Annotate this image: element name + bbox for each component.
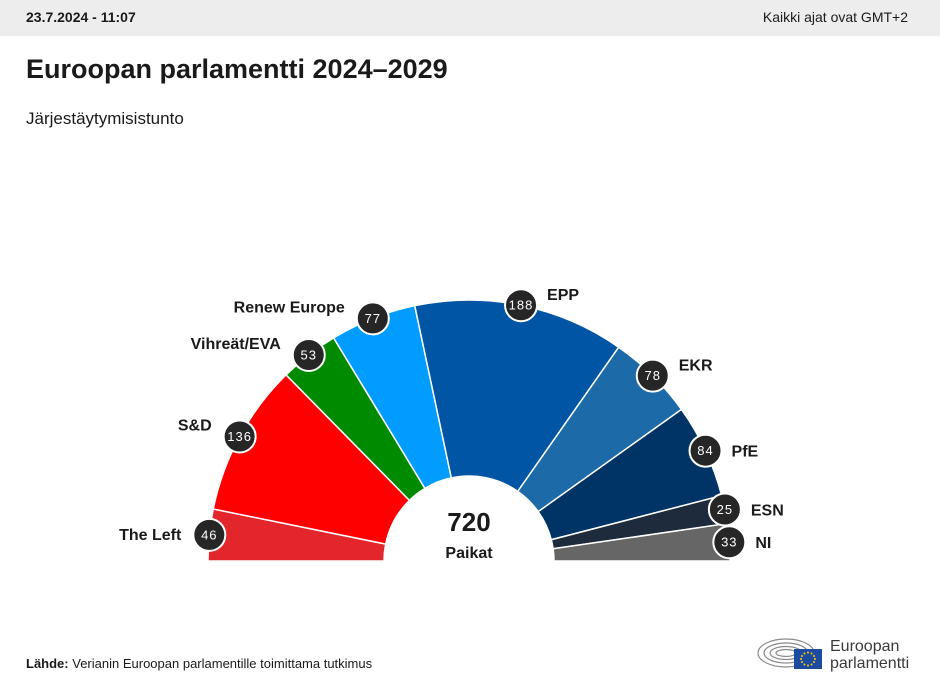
seat-count-vihre-t-eva: 53 xyxy=(301,347,317,362)
timestamp: 23.7.2024 - 11:07 xyxy=(26,9,136,25)
badge-esn xyxy=(707,492,742,527)
badge-the-left xyxy=(192,517,227,552)
seat-count-renew-europe: 77 xyxy=(365,311,381,326)
top-bar: 23.7.2024 - 11:07 Kaikki ajat ovat GMT+2 xyxy=(0,0,940,36)
ep-logo-text: Euroopan parlamentti xyxy=(830,638,909,672)
seat-count-ekr: 78 xyxy=(645,368,661,383)
slice-s-d xyxy=(212,373,411,545)
group-label-vihre-t-eva: Vihreät/EVA xyxy=(191,336,282,353)
group-label-pfe: PfE xyxy=(732,444,759,461)
ep-logo-line1: Euroopan xyxy=(830,638,900,655)
seat-count-the-left: 46 xyxy=(201,527,217,542)
badge-epp xyxy=(504,288,539,323)
group-label-epp: EPP xyxy=(547,287,579,304)
seat-count-epp: 188 xyxy=(509,298,534,313)
total-seats-label: Paikat xyxy=(445,545,493,562)
page-subtitle: Järjestäytymisistunto xyxy=(26,109,184,128)
seat-count-esn: 25 xyxy=(717,502,733,517)
seat-count-pfe: 84 xyxy=(697,443,713,458)
timezone-note: Kaikki ajat ovat GMT+2 xyxy=(762,9,908,25)
ep-logo-icon xyxy=(757,638,822,669)
slice-epp xyxy=(413,299,620,493)
group-label-renew-europe: Renew Europe xyxy=(234,299,345,316)
page-title: Euroopan parlamentti 2024–2029 xyxy=(26,54,448,84)
group-label-ekr: EKR xyxy=(679,358,713,375)
badge-renew-europe xyxy=(355,301,390,336)
seat-count-s-d: 136 xyxy=(227,429,252,444)
badge-ekr xyxy=(635,358,670,393)
source-text: Verianin Euroopan parlamentille toimitta… xyxy=(72,656,373,671)
badge-s-d xyxy=(222,419,257,454)
chart-labels: 46 The Left 136 S&D 53 Vihreät/EVA 77 Renew Eur… xyxy=(119,287,784,560)
total-seats: 720 xyxy=(447,507,490,537)
chart-slices xyxy=(207,299,731,562)
group-label-s-d: S&D xyxy=(178,417,212,434)
ep-logo-line2: parlamentti xyxy=(830,655,910,672)
group-label-ni: NI xyxy=(755,535,771,552)
source-note: Lähde: Verianin Euroopan parlamentille t… xyxy=(26,656,372,671)
group-label-esn: ESN xyxy=(751,503,784,520)
group-label-the-left: The Left xyxy=(119,527,182,544)
ep-logo: Euroopan parlamentti xyxy=(756,629,926,677)
source-label: Lähde: xyxy=(26,656,69,671)
badge-vihre-t-eva xyxy=(291,337,326,372)
badge-ni xyxy=(712,525,747,560)
badge-pfe xyxy=(688,433,723,468)
seat-count-ni: 33 xyxy=(721,535,737,550)
